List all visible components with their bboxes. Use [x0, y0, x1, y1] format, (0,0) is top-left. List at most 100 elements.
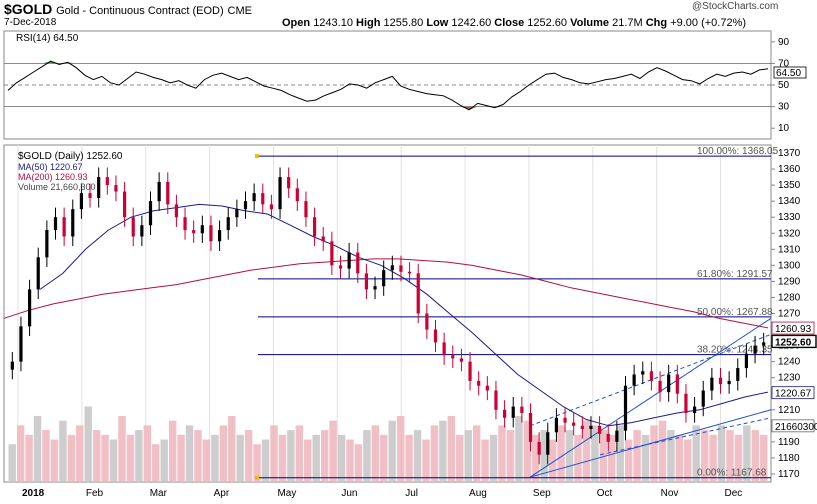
price-bar-body	[174, 204, 179, 218]
price-bar-body	[606, 433, 610, 442]
x-tick-label: Sep	[533, 488, 551, 499]
price-bar-body	[114, 185, 118, 192]
rsi-tick-label: 70	[778, 58, 790, 69]
price-bar-body	[36, 257, 40, 290]
price-bar-body	[753, 345, 757, 354]
volume-bar	[439, 420, 447, 482]
price-bar-body	[347, 252, 351, 269]
price-bar-body	[762, 342, 766, 346]
rsi-levels	[4, 63, 771, 107]
price-bar-body	[528, 412, 533, 442]
volume-bar	[118, 415, 126, 482]
volume-bar	[380, 434, 388, 482]
volume-bar	[464, 430, 472, 482]
x-tick-label: Jun	[341, 488, 357, 499]
price-bar-body	[451, 355, 455, 359]
price-label-text: 1252.60	[775, 337, 812, 348]
price-bar-body	[364, 273, 369, 290]
volume-bar	[540, 430, 548, 482]
price-bar-body	[649, 371, 654, 381]
volume-value: 21.7M	[612, 17, 643, 29]
volume-bar	[624, 439, 633, 482]
watermark: @StockCharts.com	[692, 1, 779, 12]
price-bar-body	[623, 385, 628, 431]
x-tick-label: Jul	[405, 488, 418, 499]
volume-bar	[532, 434, 540, 482]
volume-bar	[194, 430, 202, 482]
volume-bar	[489, 434, 498, 482]
price-bar-body	[632, 374, 636, 386]
volume-bars	[8, 406, 768, 482]
fib-level-label: 38.20%: 1244.35	[697, 345, 773, 356]
rsi-tick-label: 90	[778, 37, 790, 48]
price-bar-body	[390, 265, 394, 271]
price-bar-body	[615, 430, 619, 442]
volume-bar	[59, 420, 67, 482]
low-value: 1242.60	[451, 17, 492, 29]
volume-bar	[633, 430, 641, 482]
price-bar-body	[166, 181, 170, 205]
price-bar-body	[667, 374, 671, 393]
price-bar-body	[416, 273, 420, 314]
volume-bar	[751, 430, 760, 482]
volume-bar	[219, 425, 228, 482]
volume-bar	[557, 425, 565, 482]
volume-bar	[354, 444, 363, 482]
price-bar-body	[79, 193, 84, 210]
legend-price: $GOLD (Daily) 1252.60	[18, 151, 123, 162]
volume-bar	[253, 444, 261, 482]
x-axis: 2018 Feb Mar Apr May Jun Jul Aug Sep Oct Nov Dec	[22, 488, 742, 499]
price-bar-body	[140, 225, 144, 237]
price-tick-label: 1310	[778, 244, 801, 255]
volume-bar	[135, 430, 143, 482]
volume-bar	[700, 430, 709, 482]
volume-bar	[692, 425, 700, 482]
rsi-title: RSI(14) 64.50	[16, 33, 79, 44]
volume-bar	[109, 439, 118, 482]
price-label-box	[771, 321, 815, 335]
volume-bar	[33, 415, 42, 482]
volume-bar	[25, 434, 33, 482]
price-tick-label: 1350	[778, 180, 801, 191]
rsi-line	[7, 60, 769, 111]
volume-bar	[599, 430, 608, 482]
fib-level-label: 100.00%: 1368.05	[697, 146, 779, 157]
volume-bar	[50, 439, 59, 482]
price-label-box	[771, 386, 815, 400]
price-bar-body	[105, 177, 109, 186]
price-bar-body	[399, 265, 403, 272]
x-tick-label: Feb	[86, 488, 104, 499]
price-tick-label: 1330	[778, 212, 801, 223]
channel-upper-line	[529, 317, 772, 478]
volume-bar	[608, 434, 616, 482]
price-bar-body	[217, 230, 222, 242]
volume-bar	[346, 439, 354, 482]
price-labels: 1260.93 1252.60 1220.67 21660300	[771, 321, 817, 433]
volume-bar	[312, 434, 320, 482]
x-tick-label: Aug	[469, 488, 487, 499]
volume-bar	[270, 425, 278, 482]
price-tick-label: 1320	[778, 228, 801, 239]
price-tick-label: 1170	[778, 469, 800, 480]
price-bar-body	[243, 201, 248, 210]
price-bar-body	[736, 368, 740, 381]
price-bar-body	[226, 217, 230, 231]
volume-bar	[228, 415, 236, 482]
volume-bar	[42, 430, 50, 482]
price-bar-body	[580, 425, 584, 430]
price-label-box	[771, 334, 817, 349]
price-tick-label: 1190	[778, 437, 800, 448]
volume-bar	[261, 439, 270, 482]
rsi-oversold-fill	[469, 106, 478, 110]
price-label-text: 1260.93	[775, 324, 812, 335]
volume-bar	[388, 420, 396, 482]
volume-bar	[422, 439, 430, 482]
open-label: Open	[282, 17, 311, 29]
price-bar-body	[520, 406, 524, 413]
ma50-line	[39, 203, 769, 427]
volume-bar	[236, 434, 244, 482]
volume-bar	[185, 425, 194, 482]
price-bar-body	[209, 225, 213, 242]
price-bar-body	[157, 181, 161, 202]
volume-bar	[337, 434, 346, 482]
